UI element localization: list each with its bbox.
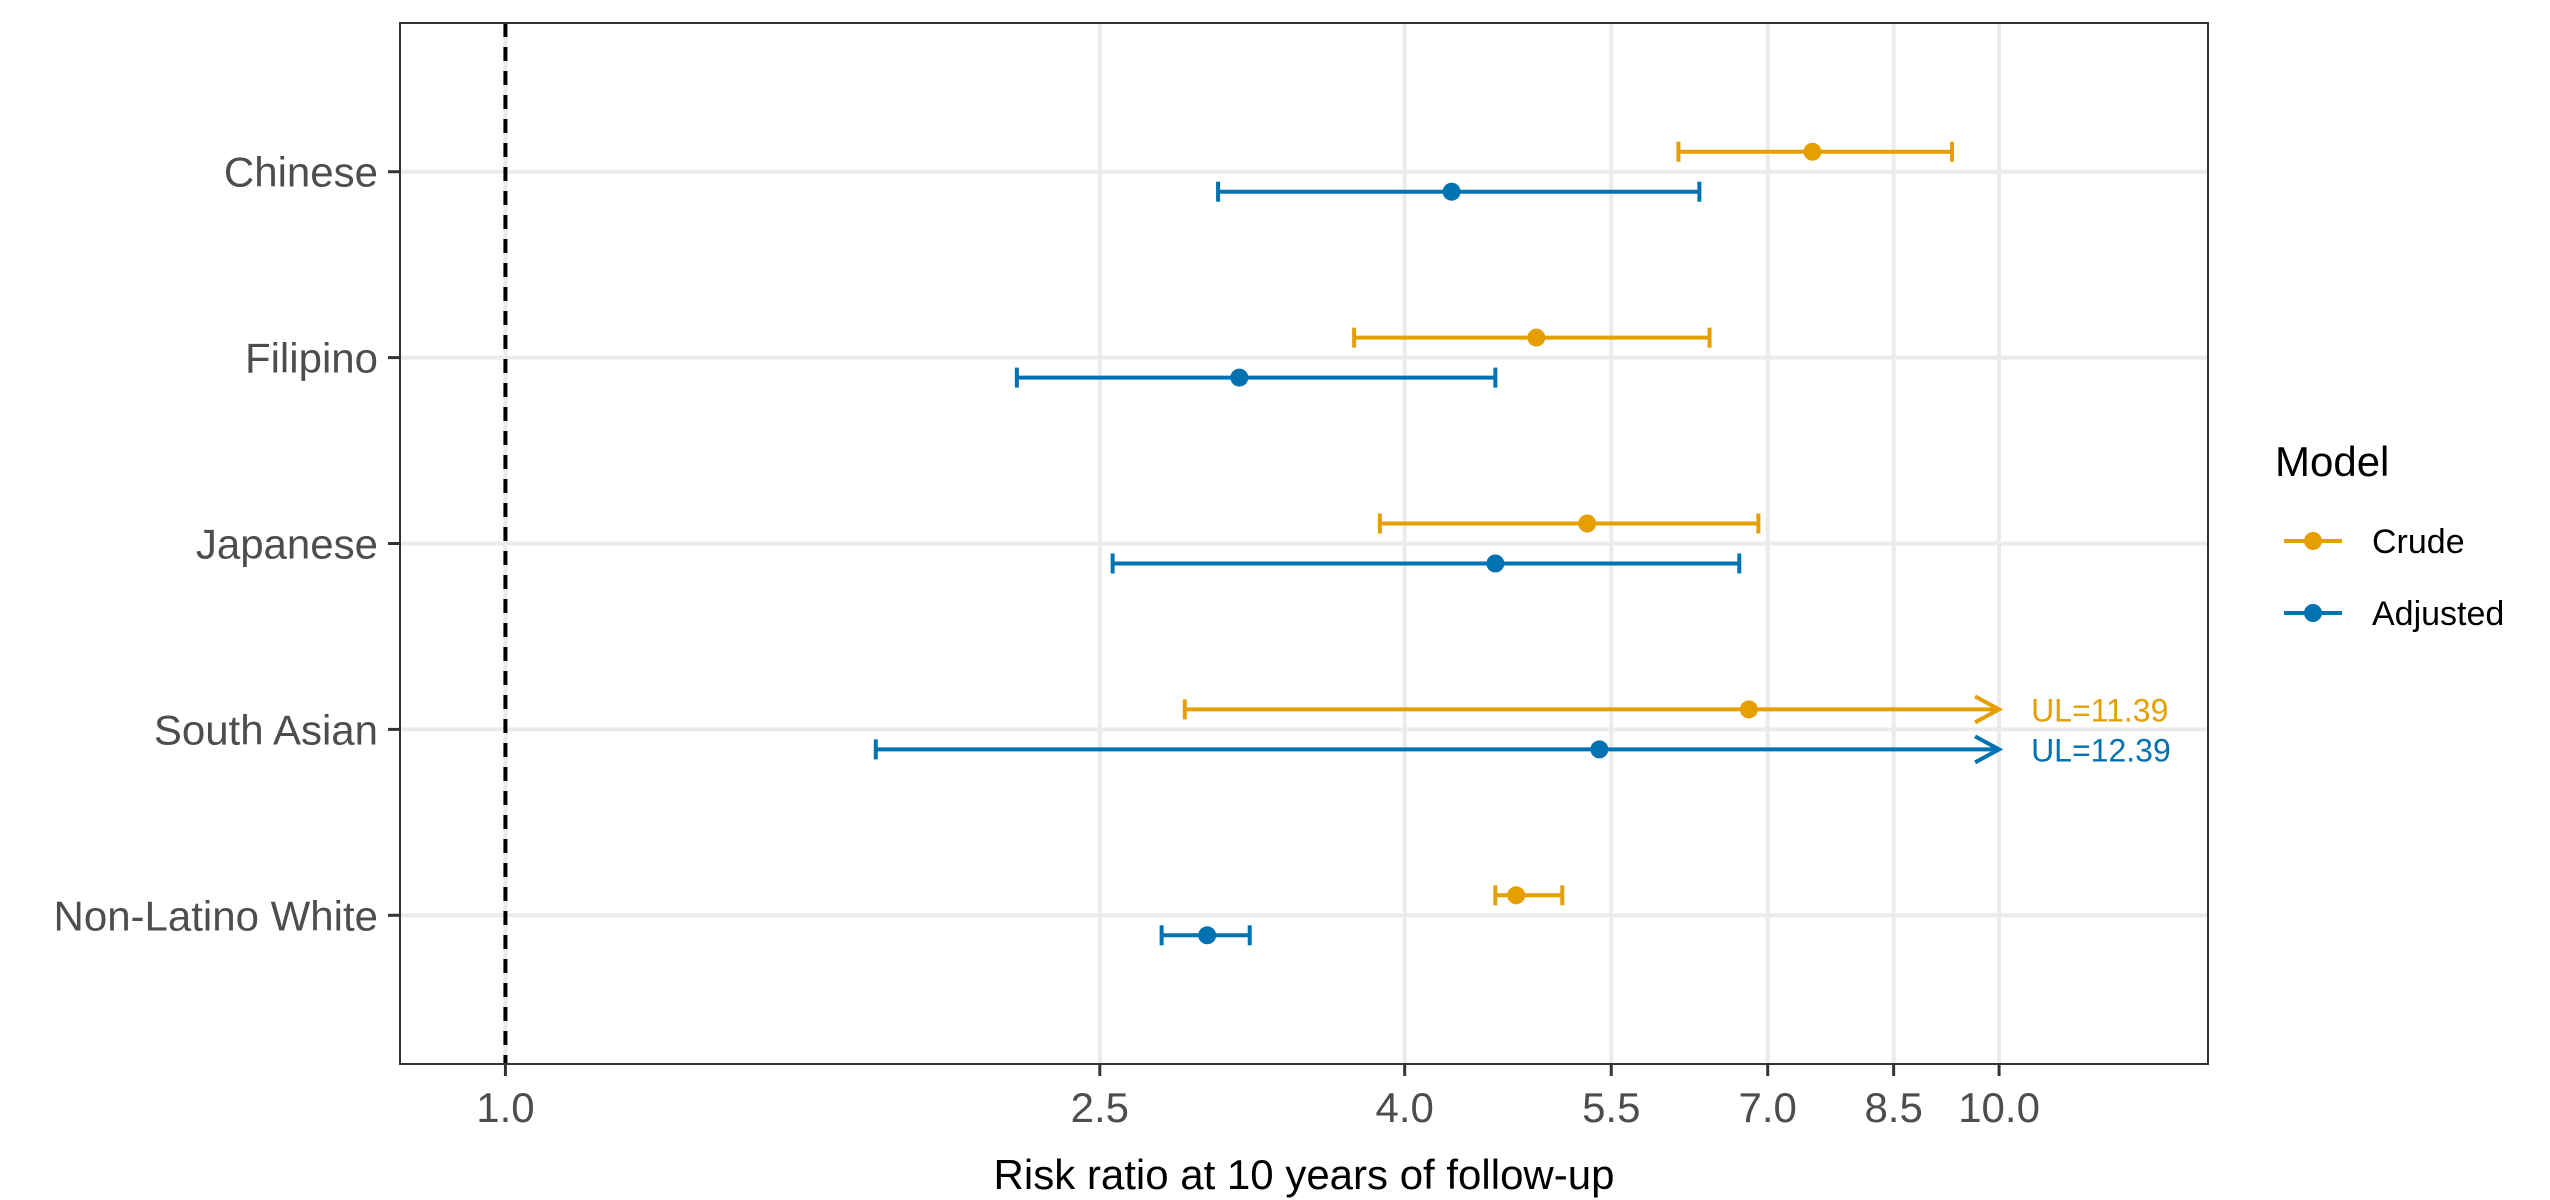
estimate-point-crude-4 xyxy=(1507,886,1526,905)
estimate-point-adjusted-1 xyxy=(1230,368,1249,387)
grid-lines xyxy=(400,23,2208,1064)
x-tick-label-6: 10.0 xyxy=(1958,1084,2040,1131)
estimate-marks: UL=11.39 UL=12.39 xyxy=(873,141,2171,946)
estimate-point-adjusted-2 xyxy=(1486,554,1505,573)
category-label-2: Japanese xyxy=(196,521,378,568)
category-label-4: Non-Latino White xyxy=(54,892,379,939)
x-axis-title: Risk ratio at 10 years of follow-up xyxy=(994,1151,1615,1198)
estimate-point-crude-2 xyxy=(1578,514,1597,533)
legend-label-crude: Crude xyxy=(2372,523,2465,561)
x-tick-label-1: 2.5 xyxy=(1071,1084,1129,1131)
category-label-3: South Asian xyxy=(154,706,378,753)
x-tick-label-3: 5.5 xyxy=(1582,1084,1640,1131)
estimate-point-adjusted-0 xyxy=(1442,182,1461,201)
category-label-0: Chinese xyxy=(224,149,378,196)
legend-key-point-crude xyxy=(2304,532,2322,550)
estimate-point-crude-0 xyxy=(1803,142,1822,161)
estimate-point-crude-1 xyxy=(1527,328,1546,347)
estimate-point-crude-3 xyxy=(1739,700,1758,719)
category-label-1: Filipino xyxy=(245,335,378,382)
upper-limit-label-adjusted-3: UL=12.39 xyxy=(2031,732,2171,768)
axes: 1.0 2.5 4.0 5.5 7.0 8.5 10.0 Chinese Filipino Jap… xyxy=(54,149,2040,1131)
legend-label-adjusted: Adjusted xyxy=(2372,595,2504,633)
ci-truncation-arrow-crude-3 xyxy=(1974,694,2004,725)
estimate-point-adjusted-3 xyxy=(1590,740,1609,759)
x-tick-label-2: 4.0 xyxy=(1375,1084,1433,1131)
estimate-point-adjusted-4 xyxy=(1198,926,1217,945)
ci-truncation-arrow-adjusted-3 xyxy=(1974,734,2004,765)
legend-key-point-adjusted xyxy=(2304,604,2322,622)
x-tick-label-5: 8.5 xyxy=(1864,1084,1922,1131)
upper-limit-label-crude-3: UL=11.39 xyxy=(2031,692,2168,728)
x-tick-label-4: 7.0 xyxy=(1739,1084,1797,1131)
legend-title: Model xyxy=(2275,438,2389,485)
legend: Model Crude Adjusted xyxy=(2275,438,2504,633)
x-tick-label-0: 1.0 xyxy=(476,1084,534,1131)
